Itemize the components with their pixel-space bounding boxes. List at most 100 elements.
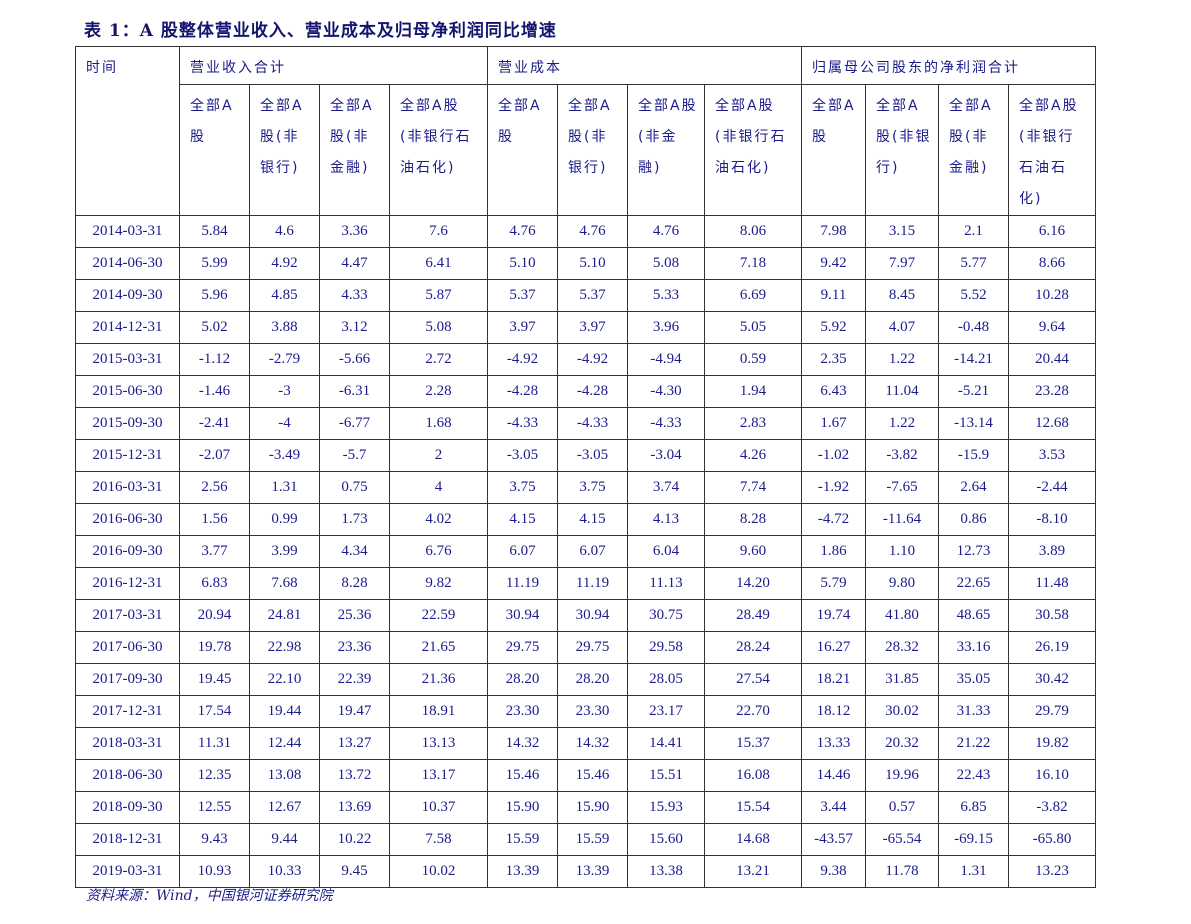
value-cell: 9.80 xyxy=(865,567,939,600)
value-cell: -1.92 xyxy=(801,471,866,504)
header-net-profit: 归属母公司股东的净利润合计 xyxy=(801,46,1096,85)
subheader-cell: 全部A股 xyxy=(801,84,866,216)
date-cell: 2014-09-30 xyxy=(75,279,180,312)
value-cell: 6.16 xyxy=(1008,215,1096,248)
value-cell: 1.56 xyxy=(179,503,250,536)
growth-table: 时间 营业收入合计 营业成本 归属母公司股东的净利润合计 全部A股 全部A股(非银… xyxy=(75,46,1096,888)
value-cell: 24.81 xyxy=(249,599,320,632)
value-cell: 17.54 xyxy=(179,695,250,728)
date-cell: 2017-03-31 xyxy=(75,599,180,632)
table-row: 2015-12-31 -2.07 -3.49 -5.7 2 -3.05 -3.05 -3.04… xyxy=(75,439,1096,472)
value-cell: 5.99 xyxy=(179,247,250,280)
value-cell: 30.75 xyxy=(627,599,705,632)
value-cell: 1.94 xyxy=(704,375,802,408)
value-cell: 31.33 xyxy=(938,695,1009,728)
table-row: 2015-03-31 -1.12 -2.79 -5.66 2.72 -4.92 -4.92-… xyxy=(75,343,1096,376)
value-cell: 3.12 xyxy=(319,311,390,344)
value-cell: 10.93 xyxy=(179,855,250,888)
value-cell: 10.28 xyxy=(1008,279,1096,312)
value-cell: 22.98 xyxy=(249,631,320,664)
value-cell: 29.79 xyxy=(1008,695,1096,728)
value-cell: 22.10 xyxy=(249,663,320,696)
value-cell: 5.05 xyxy=(704,311,802,344)
value-cell: 7.74 xyxy=(704,471,802,504)
value-cell: 4 xyxy=(389,471,488,504)
value-cell: 1.68 xyxy=(389,407,488,440)
value-cell: 7.98 xyxy=(801,215,866,248)
value-cell: -2.44 xyxy=(1008,471,1096,504)
value-cell: -1.02 xyxy=(801,439,866,472)
value-cell: 3.36 xyxy=(319,215,390,248)
value-cell: 13.17 xyxy=(389,759,488,792)
value-cell: 20.32 xyxy=(865,727,939,760)
value-cell: 6.07 xyxy=(487,535,558,568)
table-row: 2015-06-30 -1.46 -3 -6.31 2.28 -4.28 -4.28 -4.3… xyxy=(75,375,1096,408)
value-cell: 15.46 xyxy=(557,759,628,792)
value-cell: 22.43 xyxy=(938,759,1009,792)
value-cell: -3.49 xyxy=(249,439,320,472)
value-cell: 22.59 xyxy=(389,599,488,632)
value-cell: -8.10 xyxy=(1008,503,1096,536)
value-cell: 28.05 xyxy=(627,663,705,696)
value-cell: 35.05 xyxy=(938,663,1009,696)
value-cell: 30.94 xyxy=(557,599,628,632)
value-cell: 11.19 xyxy=(557,567,628,600)
value-cell: 18.12 xyxy=(801,695,866,728)
date-cell: 2015-12-31 xyxy=(75,439,180,472)
value-cell: -3.82 xyxy=(1008,791,1096,824)
table-row: 2018-09-30 12.55 12.67 13.69 10.37 15.90 15.90… xyxy=(75,791,1096,824)
value-cell: 9.42 xyxy=(801,247,866,280)
value-cell: 7.6 xyxy=(389,215,488,248)
value-cell: 3.75 xyxy=(557,471,628,504)
value-cell: 5.08 xyxy=(389,311,488,344)
value-cell: 3.88 xyxy=(249,311,320,344)
value-cell: 15.37 xyxy=(704,727,802,760)
value-cell: 9.43 xyxy=(179,823,250,856)
value-cell: 23.30 xyxy=(557,695,628,728)
value-cell: 27.54 xyxy=(704,663,802,696)
value-cell: 19.96 xyxy=(865,759,939,792)
table-row: 2017-03-31 20.94 24.81 25.36 22.59 30.94 30.94… xyxy=(75,599,1096,632)
value-cell: 14.20 xyxy=(704,567,802,600)
value-cell: -43.57 xyxy=(801,823,866,856)
value-cell: 7.97 xyxy=(865,247,939,280)
value-cell: -0.48 xyxy=(938,311,1009,344)
value-cell: 0.57 xyxy=(865,791,939,824)
value-cell: 14.41 xyxy=(627,727,705,760)
value-cell: 28.20 xyxy=(557,663,628,696)
value-cell: 8.28 xyxy=(319,567,390,600)
date-cell: 2019-03-31 xyxy=(75,855,180,888)
value-cell: -14.21 xyxy=(938,343,1009,376)
value-cell: -4 xyxy=(249,407,320,440)
value-cell: 1.10 xyxy=(865,535,939,568)
value-cell: 5.37 xyxy=(557,279,628,312)
value-cell: 3.75 xyxy=(487,471,558,504)
value-cell: -4.94 xyxy=(627,343,705,376)
value-cell: 12.73 xyxy=(938,535,1009,568)
value-cell: 9.82 xyxy=(389,567,488,600)
date-cell: 2016-09-30 xyxy=(75,535,180,568)
subheader-cell: 全部A股(非金融) xyxy=(627,84,705,216)
value-cell: 4.76 xyxy=(627,215,705,248)
value-cell: 2.72 xyxy=(389,343,488,376)
value-cell: -3.05 xyxy=(487,439,558,472)
date-cell: 2018-09-30 xyxy=(75,791,180,824)
value-cell: 48.65 xyxy=(938,599,1009,632)
value-cell: 4.34 xyxy=(319,535,390,568)
value-cell: 13.72 xyxy=(319,759,390,792)
value-cell: 4.76 xyxy=(557,215,628,248)
value-cell: 15.60 xyxy=(627,823,705,856)
value-cell: 1.22 xyxy=(865,343,939,376)
value-cell: -2.79 xyxy=(249,343,320,376)
value-cell: 20.94 xyxy=(179,599,250,632)
value-cell: 12.67 xyxy=(249,791,320,824)
value-cell: 11.04 xyxy=(865,375,939,408)
value-cell: 28.32 xyxy=(865,631,939,664)
value-cell: 25.36 xyxy=(319,599,390,632)
date-cell: 2017-09-30 xyxy=(75,663,180,696)
value-cell: -4.33 xyxy=(627,407,705,440)
table-row: 2014-03-31 5.84 4.6 3.36 7.6 4.76 4.76 4.76 8.06… xyxy=(75,215,1096,248)
value-cell: -5.7 xyxy=(319,439,390,472)
value-cell: 13.13 xyxy=(389,727,488,760)
date-cell: 2018-12-31 xyxy=(75,823,180,856)
